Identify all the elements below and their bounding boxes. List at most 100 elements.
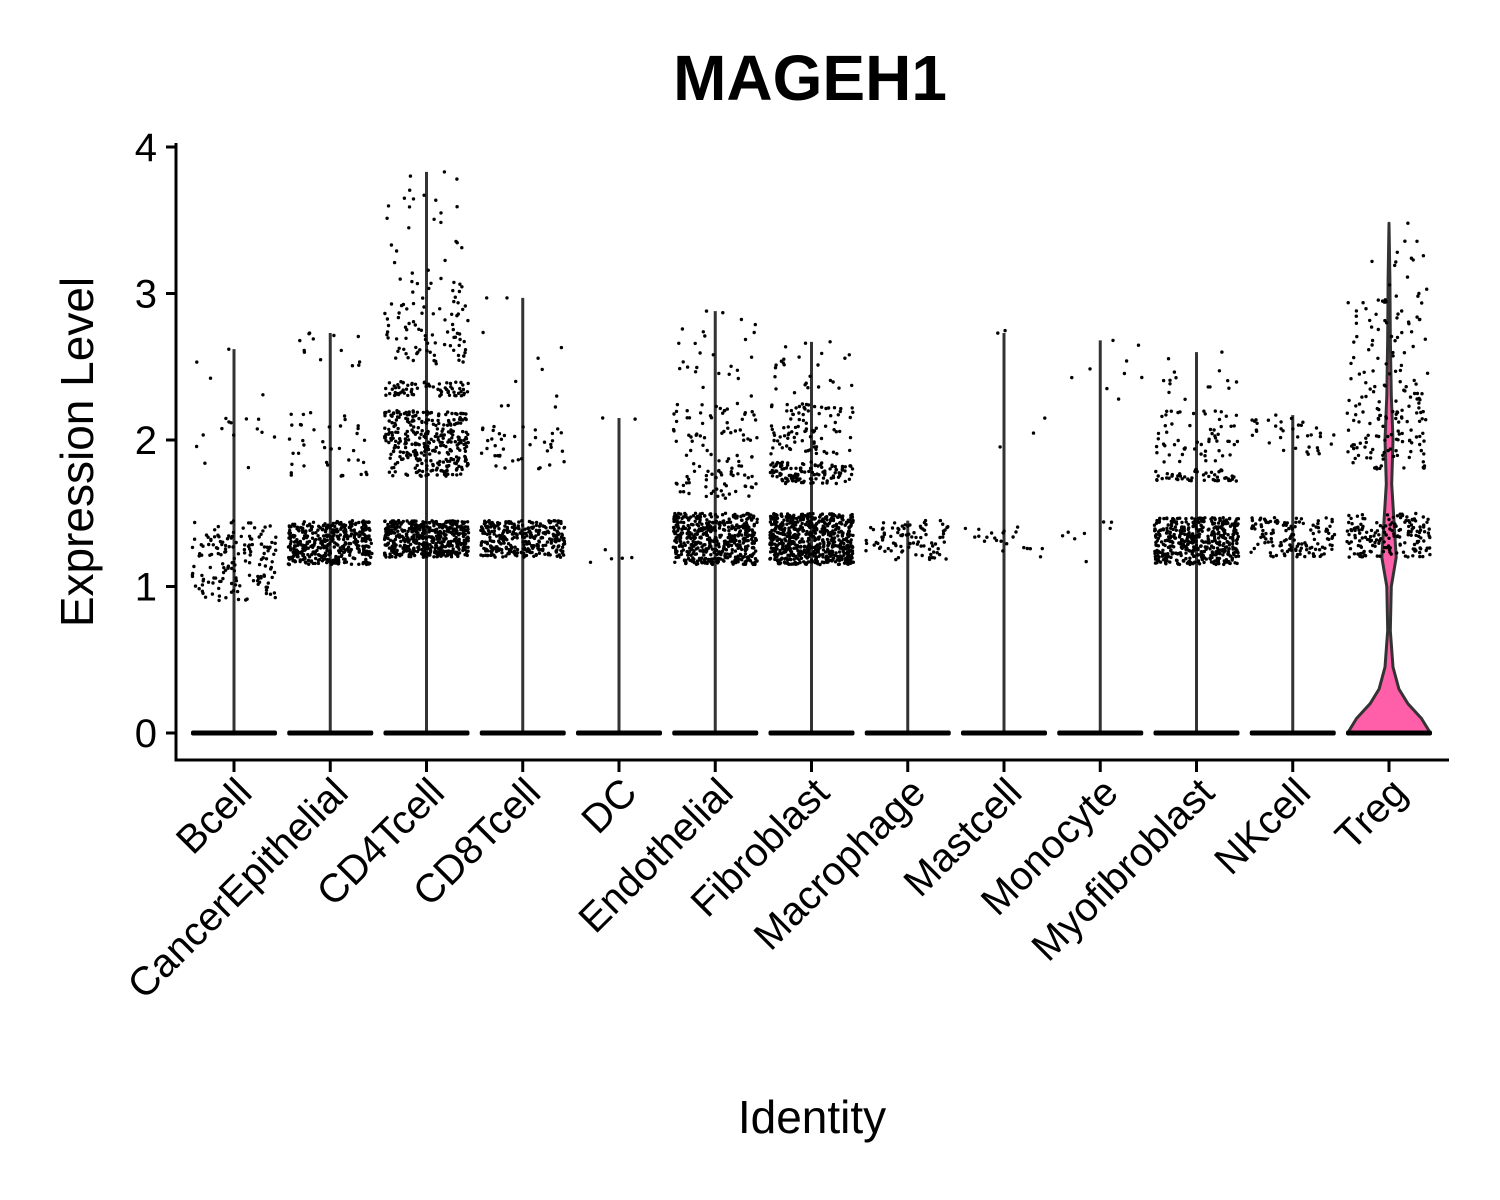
data-point bbox=[485, 553, 489, 558]
data-point bbox=[694, 542, 698, 546]
data-point bbox=[889, 549, 893, 553]
data-point bbox=[708, 541, 712, 545]
data-point bbox=[1395, 335, 1400, 340]
data-point bbox=[452, 280, 456, 285]
data-point bbox=[1266, 540, 1271, 544]
data-point bbox=[236, 552, 241, 556]
data-point bbox=[415, 281, 420, 286]
data-point bbox=[419, 328, 424, 332]
data-point bbox=[1387, 372, 1392, 376]
data-point bbox=[529, 550, 533, 555]
data-point bbox=[427, 527, 432, 532]
data-point bbox=[785, 477, 789, 481]
data-point bbox=[367, 534, 371, 538]
data-point bbox=[674, 409, 679, 414]
data-point bbox=[534, 520, 539, 525]
data-point bbox=[494, 534, 499, 538]
data-point bbox=[750, 535, 755, 539]
data-point bbox=[465, 390, 470, 394]
data-point bbox=[348, 553, 352, 557]
data-point bbox=[1015, 525, 1020, 529]
data-point bbox=[405, 307, 409, 311]
data-point bbox=[353, 531, 357, 535]
data-point bbox=[541, 547, 545, 551]
data-point bbox=[1283, 553, 1287, 558]
data-point bbox=[415, 386, 420, 390]
data-point bbox=[457, 343, 461, 348]
data-point bbox=[709, 491, 714, 496]
data-point bbox=[1395, 453, 1400, 458]
data-point bbox=[818, 562, 822, 567]
data-point bbox=[325, 538, 329, 542]
data-point bbox=[789, 535, 794, 540]
data-point bbox=[396, 533, 400, 538]
data-point bbox=[236, 597, 241, 602]
data-point bbox=[1232, 529, 1236, 533]
data-point bbox=[693, 341, 697, 346]
data-point bbox=[227, 534, 231, 538]
data-point bbox=[800, 469, 804, 474]
data-point bbox=[1415, 411, 1419, 415]
data-point bbox=[901, 533, 905, 537]
data-point bbox=[747, 533, 751, 537]
data-point bbox=[439, 531, 443, 535]
data-point bbox=[1347, 555, 1351, 559]
data-point bbox=[488, 535, 492, 540]
data-point bbox=[769, 517, 773, 521]
data-point bbox=[772, 438, 776, 443]
data-point bbox=[422, 544, 427, 548]
data-point bbox=[1234, 479, 1239, 483]
data-point bbox=[812, 550, 816, 554]
data-point bbox=[1220, 468, 1224, 473]
data-point bbox=[211, 581, 215, 585]
data-point bbox=[396, 383, 400, 387]
data-point bbox=[1217, 417, 1222, 422]
data-point bbox=[1426, 531, 1431, 535]
data-point bbox=[927, 547, 932, 551]
data-point bbox=[410, 279, 414, 284]
data-point bbox=[694, 552, 699, 556]
data-point bbox=[709, 515, 714, 519]
data-point bbox=[810, 534, 814, 538]
data-point bbox=[725, 542, 729, 546]
data-point bbox=[427, 535, 431, 539]
data-point bbox=[1368, 539, 1372, 543]
data-point bbox=[831, 518, 836, 523]
data-point bbox=[421, 520, 425, 524]
data-point bbox=[403, 539, 407, 544]
data-point bbox=[546, 551, 551, 555]
data-point bbox=[419, 535, 424, 540]
data-point bbox=[389, 243, 394, 247]
data-point bbox=[537, 548, 541, 552]
data-point bbox=[227, 420, 231, 424]
data-point bbox=[609, 557, 614, 561]
data-point bbox=[805, 516, 810, 520]
data-point bbox=[1276, 520, 1280, 524]
data-point bbox=[463, 446, 467, 451]
data-point bbox=[1223, 536, 1228, 541]
data-point bbox=[695, 559, 700, 563]
data-point bbox=[462, 532, 466, 536]
data-point bbox=[1353, 456, 1357, 461]
data-point bbox=[1303, 554, 1307, 559]
data-point bbox=[537, 540, 541, 544]
data-point bbox=[1250, 518, 1255, 523]
data-point bbox=[1311, 552, 1316, 556]
data-point bbox=[787, 446, 792, 451]
data-point bbox=[794, 479, 798, 484]
data-point bbox=[924, 522, 928, 527]
data-point bbox=[799, 524, 803, 528]
data-point bbox=[694, 532, 698, 536]
data-point bbox=[1260, 532, 1265, 536]
data-point bbox=[334, 521, 338, 525]
data-point bbox=[562, 460, 566, 464]
data-point bbox=[842, 561, 847, 565]
data-point bbox=[262, 551, 266, 556]
data-point bbox=[794, 535, 798, 539]
data-point bbox=[889, 534, 893, 539]
data-point bbox=[301, 530, 305, 534]
data-point bbox=[706, 469, 710, 473]
data-point bbox=[1124, 359, 1129, 363]
data-point bbox=[1213, 553, 1218, 557]
